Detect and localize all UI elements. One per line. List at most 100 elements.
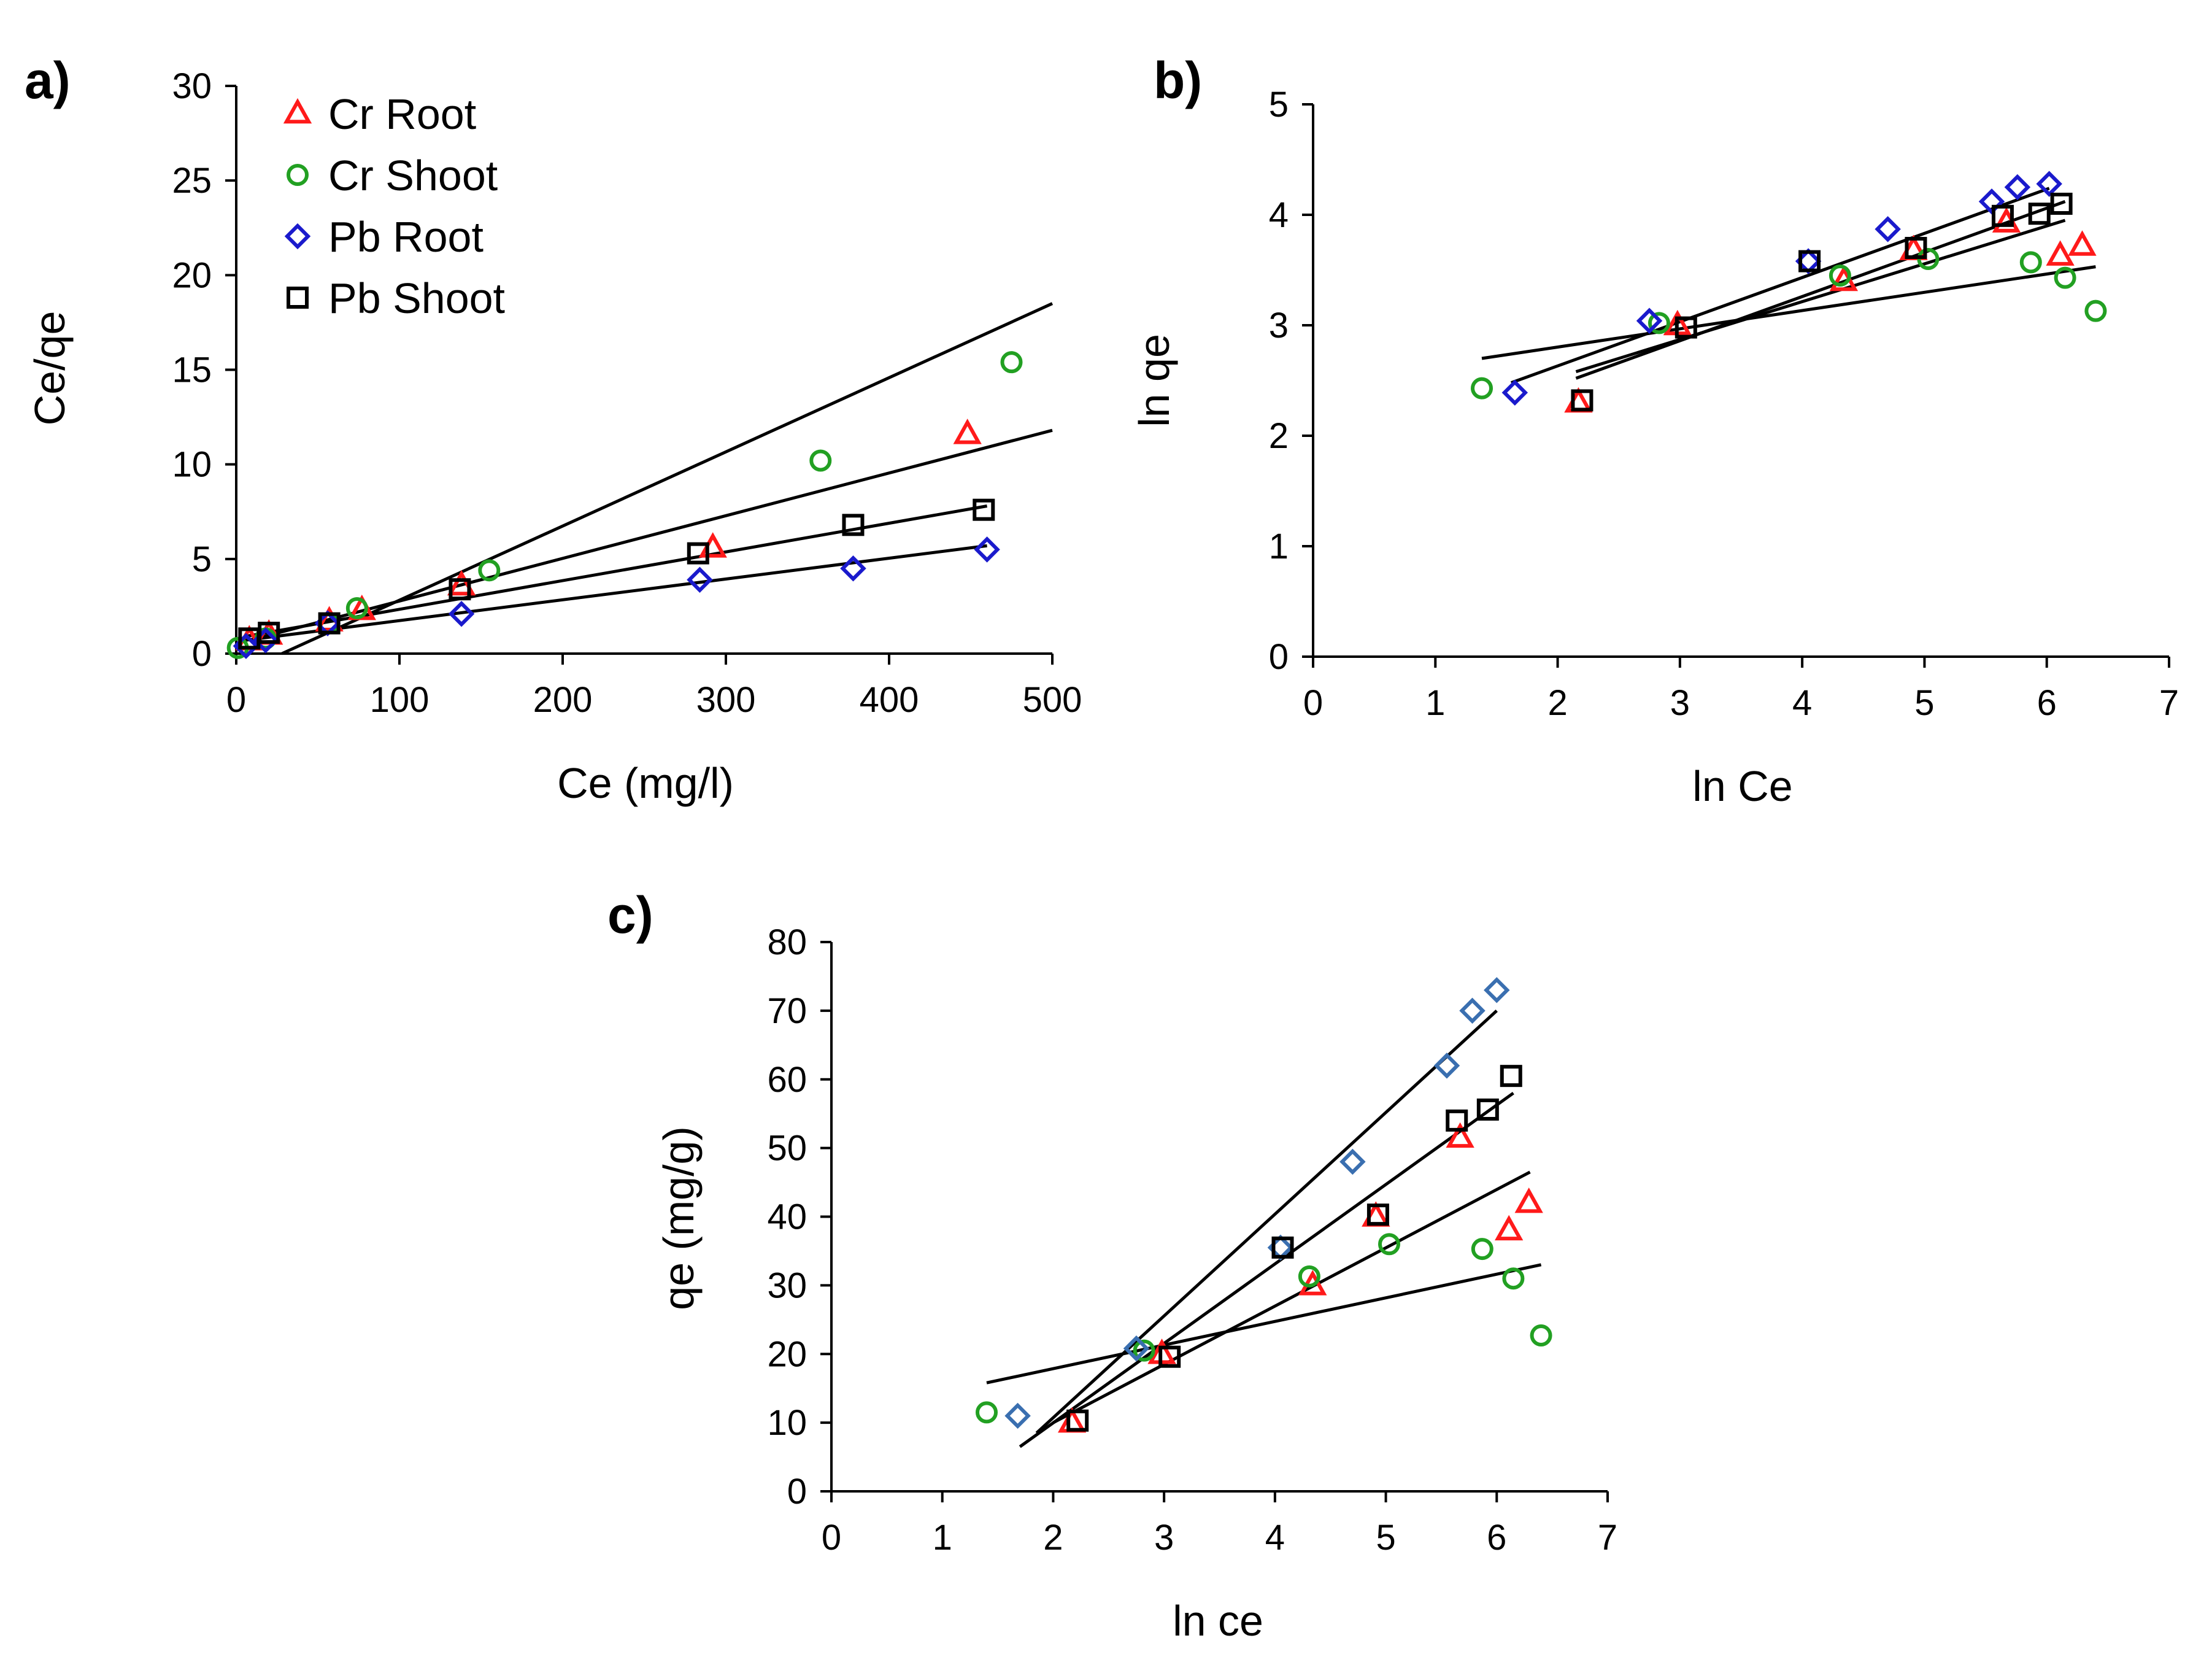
cr-root-point xyxy=(1514,1187,1543,1213)
y-tick-label: 70 xyxy=(767,991,807,1031)
legend-entry: Pb Root xyxy=(328,213,484,261)
y-tick-label: 4 xyxy=(1269,195,1289,235)
x-tick-label: 7 xyxy=(2159,683,2179,723)
fit-line xyxy=(1035,1010,1498,1434)
legend-entry: Cr Root xyxy=(328,90,476,138)
y-tick-label: 0 xyxy=(192,634,212,674)
y-tick-label: 50 xyxy=(767,1129,807,1169)
x-tick-label: 5 xyxy=(1914,683,1934,723)
pb-shoot-point xyxy=(1798,250,1821,272)
y-tick-label: 5 xyxy=(192,539,212,579)
pb-root-point xyxy=(1875,216,1901,242)
fit-line xyxy=(1575,200,2066,380)
pb-root-point xyxy=(1004,1402,1031,1429)
x-axis-label: Ce (mg/l) xyxy=(557,759,734,807)
x-tick-label: 2 xyxy=(1043,1518,1063,1558)
pb-shoot-point xyxy=(1905,237,1927,259)
pb-root-point xyxy=(1501,379,1528,406)
y-tick-label: 25 xyxy=(172,161,212,201)
panel-label: a) xyxy=(25,52,71,109)
pb-root-point xyxy=(2036,171,2062,197)
pb-root-point xyxy=(974,536,1000,563)
pb-shoot-point xyxy=(1500,1065,1522,1087)
cr-shoot-point xyxy=(1502,1267,1525,1290)
x-tick-label: 6 xyxy=(1487,1518,1506,1558)
panel-b-freundlich-chart: 0 1 2 3 4 5 6 7 0 1 2 3 4 5 ln Ce ln qe b) xyxy=(1130,52,2179,810)
pb-shoot-point xyxy=(2050,193,2073,215)
cr-shoot-point xyxy=(1471,377,1493,400)
legend-marker-pb-root xyxy=(284,223,311,250)
cr-shoot-point xyxy=(1647,312,1670,334)
cr-shoot-point xyxy=(2084,299,2107,322)
x-tick-label: 3 xyxy=(1670,683,1690,723)
cr-shoot-point xyxy=(1471,1238,1493,1261)
fit-line xyxy=(1510,187,2050,384)
y-tick-label: 2 xyxy=(1269,416,1289,456)
x-tick-label: 100 xyxy=(370,680,430,720)
pb-root-point xyxy=(448,601,475,627)
fit-line xyxy=(1019,1092,1514,1448)
pb-shoot-point xyxy=(2028,203,2051,225)
fit-line xyxy=(986,1263,1542,1385)
pb-root-point xyxy=(2004,174,2031,201)
x-tick-label: 500 xyxy=(1023,680,1082,720)
pb-shoot-point xyxy=(258,622,280,644)
pb-shoot-point xyxy=(1571,389,1593,412)
cr-shoot-point xyxy=(1133,1339,1155,1362)
pb-shoot-point xyxy=(973,498,995,521)
x-tick-label: 5 xyxy=(1376,1518,1395,1558)
legend-entry: Cr Shoot xyxy=(328,152,498,199)
cr-shoot-point xyxy=(1829,265,1851,287)
x-tick-label: 0 xyxy=(822,1518,841,1558)
pb-shoot-point xyxy=(842,514,865,536)
x-tick-label: 300 xyxy=(696,680,756,720)
y-tick-label: 1 xyxy=(1269,527,1289,566)
fit-line xyxy=(1481,265,2096,360)
fit-line xyxy=(244,544,987,642)
pb-shoot-point xyxy=(1271,1236,1294,1259)
pb-shoot-point xyxy=(449,578,471,601)
x-tick-label: 2 xyxy=(1547,683,1567,723)
y-tick-label: 40 xyxy=(767,1197,807,1237)
legend-marker-pb-shoot xyxy=(287,287,309,309)
cr-shoot-point xyxy=(1378,1233,1400,1256)
pb-shoot-point xyxy=(1476,1098,1499,1121)
x-tick-label: 1 xyxy=(933,1518,952,1558)
x-tick-label: 6 xyxy=(2037,683,2057,723)
x-tick-label: 1 xyxy=(1425,683,1445,723)
y-tick-label: 10 xyxy=(767,1403,807,1443)
pb-root-point xyxy=(1433,1053,1460,1079)
pb-shoot-point xyxy=(1674,316,1697,339)
y-axis-label: qe (mg/g) xyxy=(655,1126,703,1310)
panel-label: c) xyxy=(607,886,653,944)
y-tick-label: 3 xyxy=(1269,306,1289,346)
x-tick-label: 200 xyxy=(533,680,593,720)
pb-root-point xyxy=(1339,1148,1366,1175)
pb-shoot-point xyxy=(1991,204,2014,227)
y-tick-label: 10 xyxy=(172,445,212,485)
cr-shoot-point xyxy=(809,449,832,472)
y-tick-label: 30 xyxy=(767,1265,807,1305)
fit-line xyxy=(249,428,1053,642)
pb-shoot-point xyxy=(318,612,341,635)
legend-marker-cr-shoot xyxy=(287,164,309,186)
pb-root-point xyxy=(1123,1335,1150,1362)
pb-shoot-point xyxy=(687,542,709,565)
pb-shoot-point xyxy=(1366,1203,1389,1226)
y-tick-label: 15 xyxy=(172,350,212,390)
x-tick-label: 400 xyxy=(860,680,919,720)
y-axis-label: Ce/qe xyxy=(26,311,74,426)
pb-root-point xyxy=(1459,997,1486,1024)
cr-shoot-point xyxy=(976,1401,998,1424)
fit-line xyxy=(1052,1170,1531,1424)
panel-a-langmuir-chart: 0 100 200 300 400 500 0 5 10 15 20 25 30 Ce (mg/l) Ce/… xyxy=(25,52,1082,807)
cr-root-point xyxy=(953,419,982,444)
pb-shoot-point xyxy=(1066,1409,1089,1432)
cr-shoot-point xyxy=(2019,251,2042,274)
y-tick-label: 80 xyxy=(767,922,807,962)
pb-shoot-point xyxy=(1446,1109,1468,1132)
x-tick-label: 7 xyxy=(1598,1518,1617,1558)
pb-root-point xyxy=(1484,977,1510,1003)
